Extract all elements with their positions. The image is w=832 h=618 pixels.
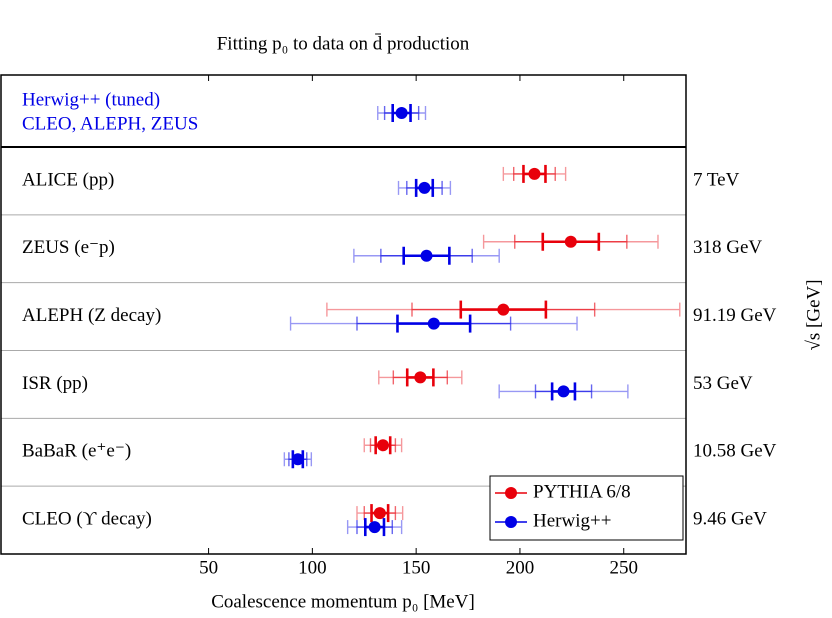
data-point	[528, 167, 541, 180]
plot-frame	[0, 74, 687, 555]
x-axis-label: Coalescence momentum p₀ [MeV]	[211, 591, 475, 612]
data-point	[564, 235, 577, 248]
energy-label: 53 GeV	[693, 373, 753, 394]
energy-label: 9.46 GeV	[693, 508, 767, 529]
row-label: ZEUS (e⁻p)	[22, 237, 115, 258]
row-label: ALICE (pp)	[22, 169, 114, 190]
data-point	[427, 317, 440, 330]
data-point	[291, 453, 304, 466]
data-point	[420, 249, 433, 262]
y2-axis-label: √s [GeV]	[803, 279, 824, 350]
data-point	[376, 439, 389, 452]
data-point	[395, 107, 408, 119]
row-label: CLEO (ϒ decay)	[22, 508, 152, 529]
tuned-label: CLEO, ALEPH, ZEUS	[22, 113, 198, 134]
energy-label: 91.19 GeV	[693, 305, 777, 326]
energy-label: 318 GeV	[693, 237, 762, 258]
x-tick-label: 200	[506, 557, 535, 578]
data-point	[418, 181, 431, 194]
row-label: ISR (pp)	[22, 373, 88, 394]
x-tick-label: 100	[298, 557, 327, 578]
row-label: BaBaR (e⁺e⁻)	[22, 441, 131, 462]
data-point	[373, 507, 386, 520]
legend-marker	[505, 487, 517, 499]
x-tick-label: 50	[199, 557, 218, 578]
chart-title: Fitting p₀ to data on d̄ production	[217, 33, 470, 54]
legend-marker	[505, 516, 517, 528]
row-label: ALEPH (Z decay)	[22, 305, 161, 326]
data-point	[497, 303, 510, 316]
data-point	[368, 521, 381, 534]
tuned-label: Herwig++ (tuned)	[22, 89, 160, 110]
legend-box	[489, 475, 684, 541]
energy-label: 10.58 GeV	[693, 441, 777, 462]
data-point	[557, 385, 570, 398]
energy-label: 7 TeV	[693, 169, 740, 190]
x-tick-label: 150	[402, 557, 431, 578]
legend-label: PYTHIA 6/8	[533, 481, 631, 502]
data-point	[414, 371, 427, 384]
x-tick-label: 250	[609, 557, 638, 578]
legend-label: Herwig++	[533, 510, 611, 531]
